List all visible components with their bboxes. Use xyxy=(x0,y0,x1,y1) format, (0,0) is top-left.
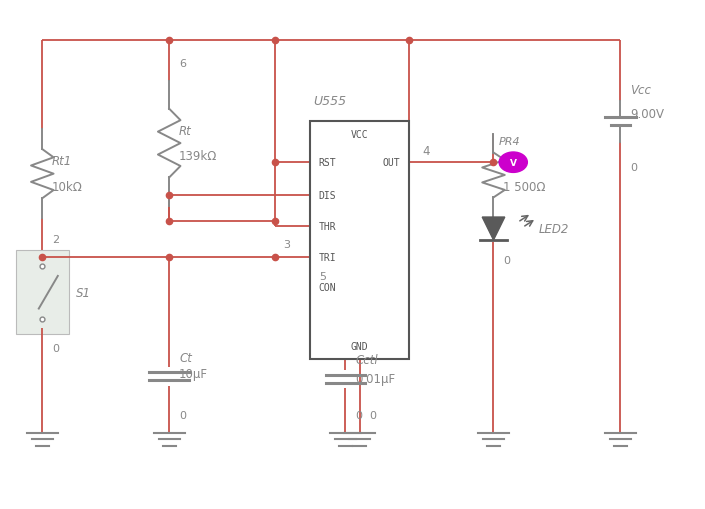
Text: VCC: VCC xyxy=(351,130,369,140)
Text: OUT: OUT xyxy=(383,158,400,168)
Text: V: V xyxy=(510,158,517,167)
Text: 0: 0 xyxy=(355,410,362,420)
Text: U555: U555 xyxy=(314,95,347,108)
Text: PR4: PR4 xyxy=(499,136,520,147)
Text: LED2: LED2 xyxy=(539,222,569,236)
Text: 0: 0 xyxy=(630,163,637,173)
Text: 0: 0 xyxy=(52,344,59,354)
Bar xyxy=(310,122,409,359)
Text: Vcc: Vcc xyxy=(630,84,651,97)
Circle shape xyxy=(499,153,527,173)
Text: 2: 2 xyxy=(52,234,59,244)
Text: Ct: Ct xyxy=(179,351,192,364)
Text: 0: 0 xyxy=(179,410,186,420)
Bar xyxy=(16,250,69,334)
Text: CON: CON xyxy=(319,282,336,293)
Text: Cctl: Cctl xyxy=(355,353,378,366)
Text: 5: 5 xyxy=(319,271,326,281)
Text: Rt: Rt xyxy=(179,125,192,137)
Polygon shape xyxy=(482,218,505,240)
Text: 1 500Ω: 1 500Ω xyxy=(503,180,546,193)
Text: 0: 0 xyxy=(369,410,376,420)
Text: 10μF: 10μF xyxy=(179,367,208,381)
Text: RST: RST xyxy=(319,158,336,168)
Text: S1: S1 xyxy=(76,286,91,299)
Text: GND: GND xyxy=(351,341,369,351)
Text: 6: 6 xyxy=(179,59,186,69)
Text: DIS: DIS xyxy=(319,191,336,201)
Text: 3: 3 xyxy=(283,239,290,249)
Text: TRI: TRI xyxy=(319,252,336,262)
Text: THR: THR xyxy=(319,221,336,232)
Text: Rt1: Rt1 xyxy=(52,155,73,168)
Text: 4: 4 xyxy=(423,145,430,158)
Text: 0.01μF: 0.01μF xyxy=(355,373,396,386)
Text: 139kΩ: 139kΩ xyxy=(179,150,217,163)
Text: 10kΩ: 10kΩ xyxy=(52,181,83,193)
Text: 9.00V: 9.00V xyxy=(630,108,664,121)
Text: R1: R1 xyxy=(503,158,519,171)
Text: 0: 0 xyxy=(503,256,510,266)
